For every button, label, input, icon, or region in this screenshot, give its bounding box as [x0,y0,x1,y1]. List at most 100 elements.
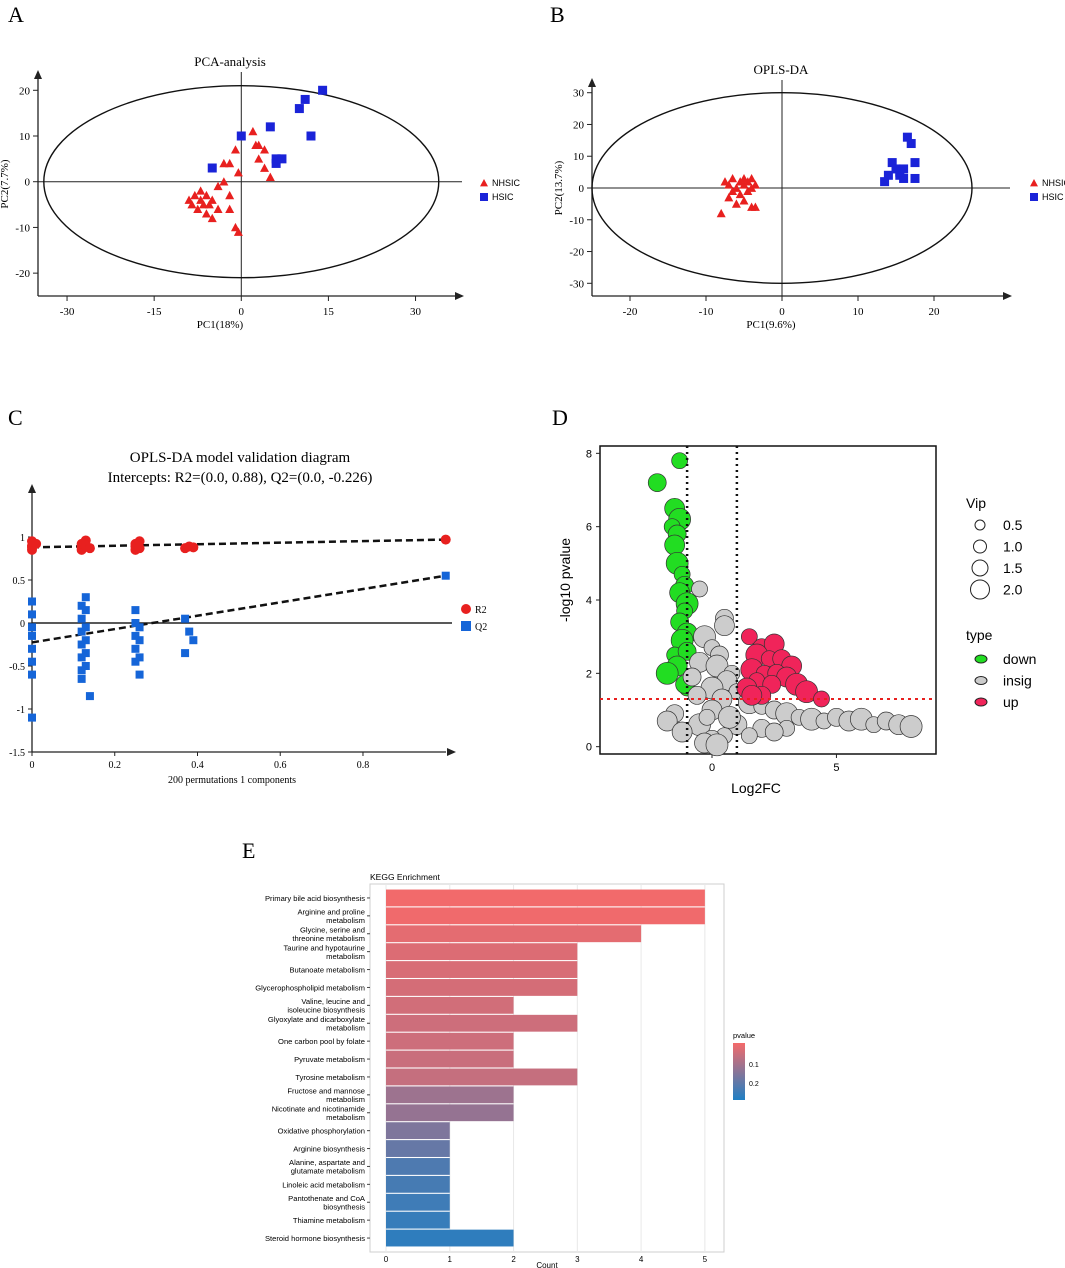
y-tick-label: -10 [15,222,30,234]
x-axis-label: PC1(18%) [197,319,244,331]
q2-point [81,606,90,615]
insig-point [687,685,707,705]
bar [386,1068,578,1086]
r2-point [440,534,451,545]
y-tick-label: 0.5 [13,576,26,587]
x-tick-label: 0.4 [191,760,204,771]
category-label: Tyrosine metabolism [295,1073,365,1082]
insig-point [714,615,735,637]
color-legend-tick-label: 0.2 [749,1081,759,1088]
hsic-point [265,122,275,132]
legend-label-hsic: HSIC [492,192,514,202]
x-tick-label: 0 [779,306,785,318]
hsic-point [207,163,217,173]
nhsic-point [204,200,214,209]
x-tick-label: 15 [323,306,335,318]
x-tick-label: 0 [239,306,245,318]
nhsic-point [219,177,229,186]
q2-point [81,649,90,658]
q2-point [81,623,90,632]
chart-title: KEGG Enrichment [370,872,441,882]
confidence-ellipse [43,85,440,279]
hsic-point [895,167,905,177]
nhsic-point [739,196,749,205]
hsic-point [306,131,316,141]
bar [386,1175,450,1193]
hsic-point [236,131,246,141]
q2-point [131,619,140,627]
bar [386,1014,578,1032]
nhsic-point [233,168,243,177]
q2-point [77,640,86,649]
y-tick-label: -1 [17,705,25,716]
bar [386,1229,514,1247]
insig-point [899,715,923,738]
nhsic-point [731,199,741,208]
q2-point [131,631,140,640]
r2-point [134,536,145,547]
category-label: Alanine, aspartate and [289,1158,365,1167]
insig-point [671,721,693,743]
nhsic-point [219,158,229,168]
category-label: Arginine and proline [297,908,365,917]
bar [386,1193,450,1211]
y-tick-label: 30 [573,88,585,100]
bar [386,961,578,978]
y-tick-label: 10 [573,151,585,163]
x-axis-arrow [1003,292,1012,300]
category-label: Glycine, serine and [300,926,365,935]
q2-point [131,606,140,615]
q2-point [77,614,86,623]
hsic-point [883,170,893,180]
chart-title: OPLS-DA [754,62,810,77]
panel-label-c: C [8,405,23,430]
type-legend-marker-insig [974,676,988,685]
x-tick-label: 5 [833,762,839,774]
y-tick-label: 20 [573,119,585,131]
q2-point [441,571,450,580]
legend-marker-r2 [461,604,471,614]
x-axis-label: Log2FC [731,780,781,796]
insig-point [656,710,678,732]
q2-point [135,636,144,645]
type-legend-label-insig: insig [1003,673,1032,689]
x-axis-label: 200 permutations 1 components [168,775,296,786]
legend-marker-hsic [480,193,488,201]
nhsic-point [750,202,760,211]
q2-point [28,670,36,679]
x-tick-label: 0.8 [357,760,370,771]
insig-point [705,733,729,757]
category-label: Butanoate metabolism [289,966,365,975]
up-point [813,690,830,708]
type-legend-marker-down [974,654,988,664]
size-legend-circle [971,559,989,577]
color-legend-bar [733,1043,745,1100]
y-axis-arrow [28,484,36,493]
x-tick-label: 5 [703,1255,708,1264]
insig-point [698,708,716,726]
category-label: One carbon pool by folate [278,1037,365,1046]
legend-label-nhsic: NHSIC [492,178,521,188]
legend-marker-nhsic [480,179,488,187]
nhsic-point [230,145,240,154]
validation-chart: OPLS-DA model validation diagram Intercep… [9,450,487,786]
bar [386,1140,450,1157]
q2-point [77,653,86,662]
q2-point [28,657,36,666]
insig-point [764,722,784,742]
y-axis-arrow [588,78,596,87]
size-legend-circle [974,519,986,531]
y-tick-label: -20 [569,247,584,259]
legend-marker-nhsic [1030,179,1038,187]
category-label: Valine, leucine and [301,997,365,1006]
y-axis-label: PC2(13.7%) [553,160,565,215]
category-label: Pantothenate and CoA [288,1194,366,1203]
hsic-point [318,85,328,95]
panel-label-e: E [242,838,255,863]
category-label: Taurine and hypotaurine [284,943,365,952]
q2-point [28,713,36,722]
q2-point [28,631,36,640]
legend-marker-q2 [461,621,471,631]
q2-point [181,614,190,623]
